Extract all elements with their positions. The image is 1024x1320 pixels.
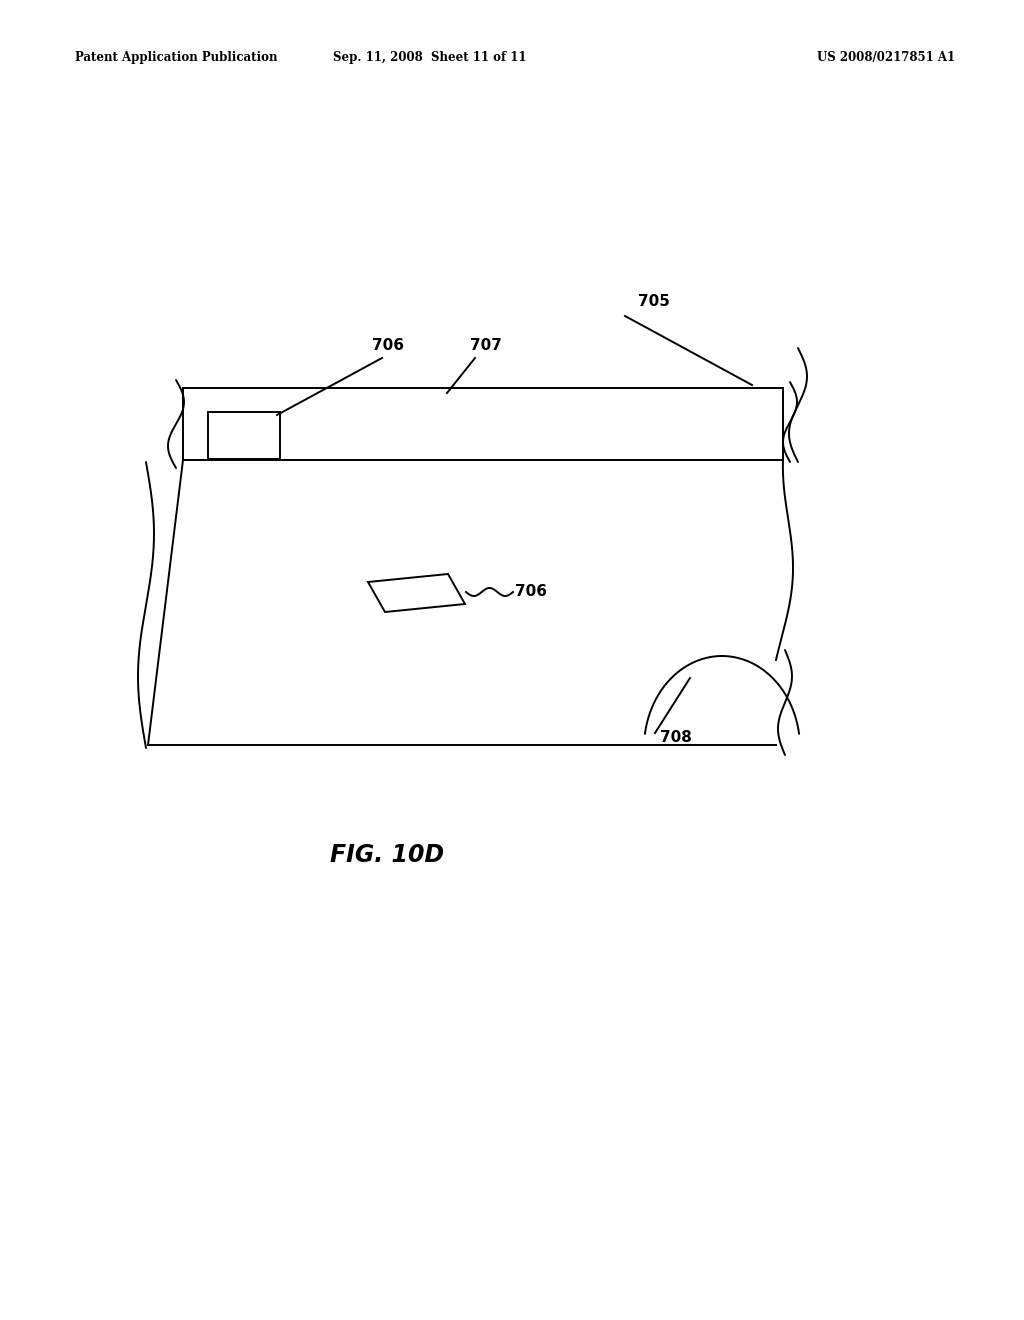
Bar: [208, 412, 280, 459]
Text: 707: 707: [470, 338, 502, 352]
Text: 708: 708: [660, 730, 692, 744]
Text: Sep. 11, 2008  Sheet 11 of 11: Sep. 11, 2008 Sheet 11 of 11: [333, 51, 526, 65]
Text: Patent Application Publication: Patent Application Publication: [75, 51, 278, 65]
Text: FIG. 10D: FIG. 10D: [330, 843, 444, 867]
Text: 706: 706: [515, 585, 547, 599]
Text: 706: 706: [372, 338, 404, 352]
Text: 705: 705: [638, 294, 670, 309]
Polygon shape: [368, 574, 465, 612]
Text: US 2008/0217851 A1: US 2008/0217851 A1: [817, 51, 955, 65]
